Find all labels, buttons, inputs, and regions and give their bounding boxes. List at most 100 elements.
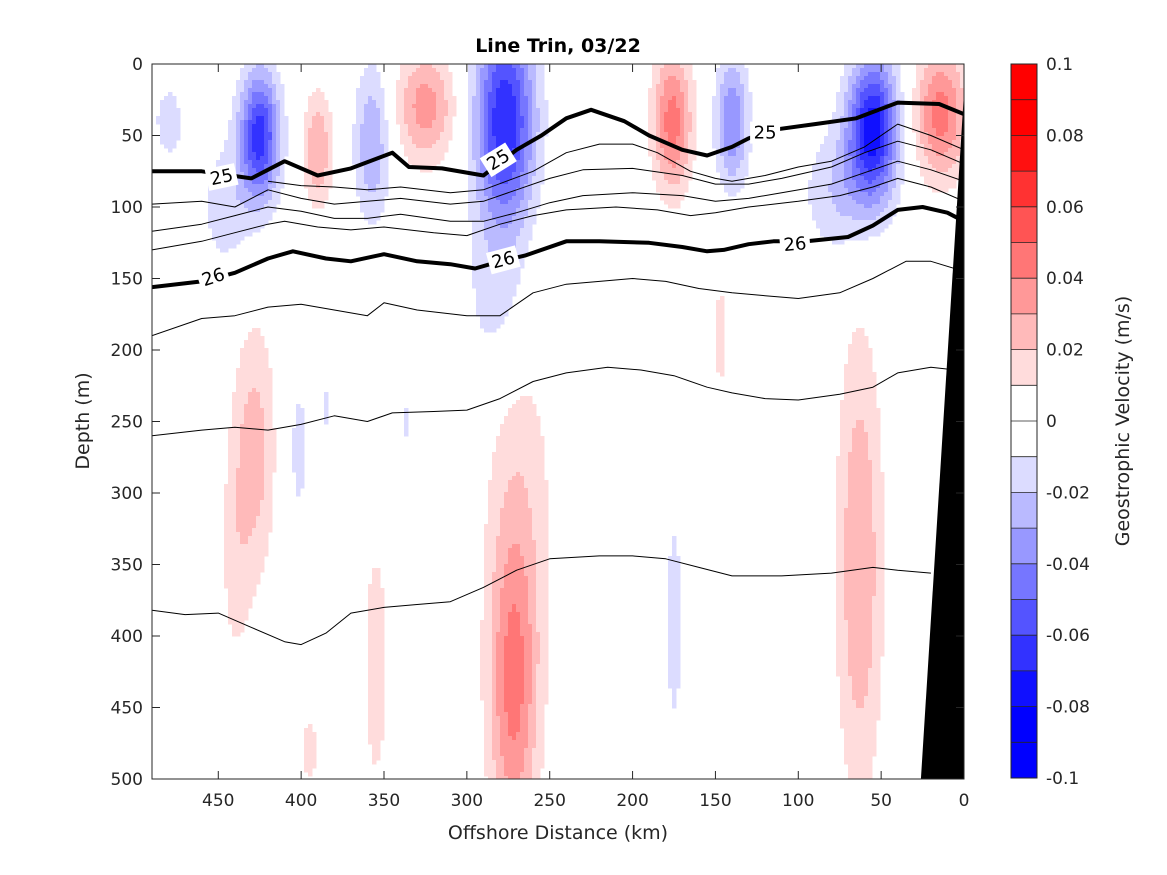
x-tick-label: 50 (870, 791, 892, 811)
velocity-cell (828, 128, 841, 133)
velocity-cell (480, 324, 501, 329)
velocity-cell (304, 172, 313, 177)
velocity-cell (836, 528, 845, 533)
velocity-cell (744, 148, 753, 153)
velocity-cell (664, 152, 681, 157)
velocity-cell (264, 148, 269, 153)
velocity-cell (720, 296, 725, 301)
velocity-cell (836, 208, 885, 213)
velocity-cell (880, 160, 885, 165)
velocity-cell (224, 508, 237, 513)
velocity-cell (472, 132, 481, 137)
velocity-cell (368, 616, 385, 621)
velocity-cell (492, 728, 501, 733)
velocity-cell (720, 88, 729, 93)
velocity-cell (856, 124, 861, 129)
velocity-cell (356, 116, 365, 121)
velocity-cell (680, 120, 685, 125)
velocity-cell (272, 156, 277, 161)
velocity-cell (520, 200, 529, 205)
velocity-cell (856, 96, 861, 101)
velocity-cell (724, 184, 745, 189)
velocity-cell (496, 568, 505, 573)
velocity-cell (652, 68, 661, 73)
velocity-cell (656, 184, 689, 189)
velocity-cell (236, 528, 253, 533)
velocity-cell (868, 680, 881, 685)
velocity-cell (364, 164, 381, 169)
velocity-cell (492, 584, 505, 589)
velocity-cell (496, 92, 513, 97)
velocity-cell (532, 676, 537, 681)
velocity-cell (668, 76, 677, 81)
velocity-cell (488, 64, 497, 69)
velocity-cell (368, 612, 385, 617)
velocity-cell (936, 132, 945, 137)
velocity-cell (252, 136, 265, 141)
velocity-cell (224, 560, 265, 565)
velocity-cell (512, 172, 521, 177)
velocity-cell (264, 436, 277, 441)
velocity-cell (836, 628, 849, 633)
colorbar-tick-label: -0.1 (1046, 769, 1079, 789)
velocity-cell (856, 184, 881, 189)
velocity-cell (716, 352, 725, 357)
velocity-cell (848, 772, 873, 777)
velocity-cell (272, 116, 277, 121)
velocity-cell (304, 180, 313, 185)
velocity-cell (304, 148, 309, 153)
velocity-cell (716, 88, 721, 93)
velocity-cell (244, 344, 265, 349)
velocity-cell (500, 624, 509, 629)
velocity-cell (848, 656, 873, 661)
velocity-cell (492, 608, 501, 613)
velocity-cell (488, 520, 501, 525)
velocity-cell (888, 188, 893, 193)
velocity-cell (688, 152, 697, 157)
velocity-cell (480, 652, 493, 657)
velocity-cell (836, 92, 845, 97)
velocity-cell (896, 92, 905, 97)
velocity-cell (836, 500, 849, 505)
velocity-cell (480, 640, 493, 645)
velocity-cell (532, 668, 537, 673)
velocity-cell (488, 240, 517, 245)
velocity-cell (240, 436, 265, 441)
velocity-cell (404, 432, 409, 437)
velocity-cell (528, 200, 541, 205)
velocity-cell (532, 632, 541, 637)
velocity-cell (368, 624, 385, 629)
velocity-cell (692, 116, 697, 121)
velocity-cell (836, 100, 845, 105)
velocity-cell (248, 148, 253, 153)
velocity-cell (924, 72, 937, 77)
velocity-cell (892, 128, 897, 133)
velocity-cell (236, 120, 241, 125)
velocity-cell (880, 76, 889, 81)
velocity-cell (900, 120, 905, 125)
velocity-cell (884, 208, 897, 213)
velocity-cell (272, 128, 277, 133)
velocity-cell (400, 128, 409, 133)
velocity-cell (524, 476, 545, 481)
velocity-cell (368, 728, 385, 733)
velocity-cell (276, 108, 281, 113)
velocity-cell (492, 620, 501, 625)
velocity-cell (504, 668, 525, 673)
velocity-cell (500, 744, 529, 749)
velocity-cell (864, 88, 881, 93)
velocity-cell (920, 124, 925, 129)
velocity-cell (884, 156, 893, 161)
velocity-cell (436, 116, 445, 121)
velocity-cell (484, 560, 497, 565)
velocity-cell (224, 584, 257, 589)
velocity-cell (528, 132, 533, 137)
velocity-cell (352, 148, 361, 153)
velocity-cell (648, 116, 657, 121)
velocity-cell (432, 64, 449, 69)
velocity-cell (240, 356, 269, 361)
velocity-cell (244, 404, 261, 409)
y-axis-label: Depth (m) (72, 372, 94, 469)
velocity-cell (740, 80, 749, 85)
velocity-cell (380, 160, 389, 165)
